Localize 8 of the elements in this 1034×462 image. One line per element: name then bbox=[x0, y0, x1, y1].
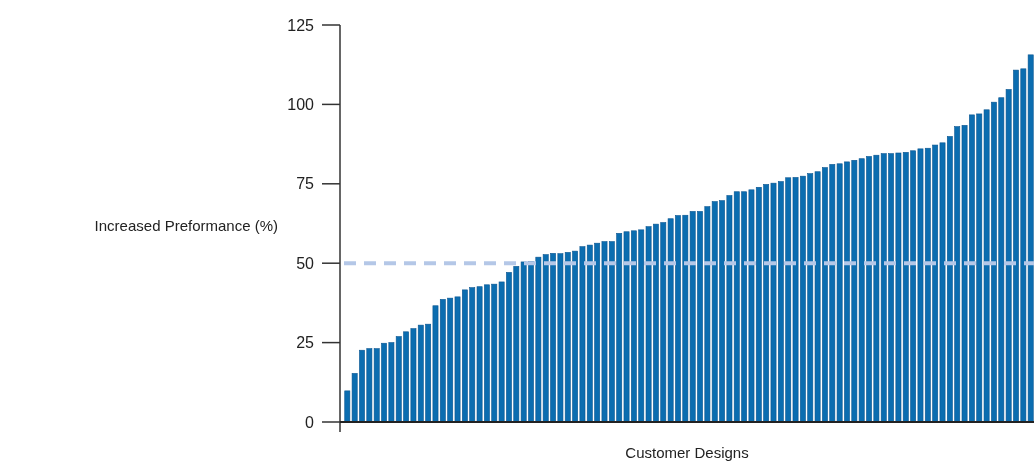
y-axis-title: Increased Preformance (%) bbox=[94, 217, 278, 235]
y-tick-label: 75 bbox=[296, 175, 315, 193]
x-axis-title: Customer Designs bbox=[625, 444, 749, 461]
y-tick-label: 125 bbox=[287, 16, 315, 34]
y-tick-label: 0 bbox=[305, 413, 315, 431]
y-tick-label: 50 bbox=[296, 254, 315, 272]
y-tick-label: 100 bbox=[287, 96, 315, 113]
y-tick-label: 25 bbox=[296, 334, 315, 352]
